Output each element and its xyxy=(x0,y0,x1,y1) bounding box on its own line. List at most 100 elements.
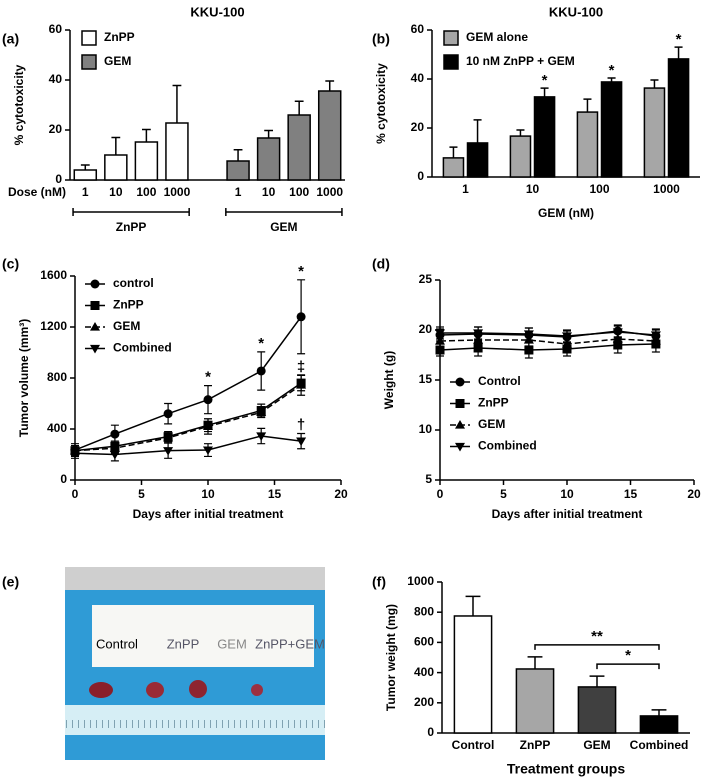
y-tick-label: 0 xyxy=(60,472,67,486)
x-tick-label: 20 xyxy=(334,487,348,501)
bar xyxy=(226,160,250,181)
error-bar xyxy=(325,80,335,91)
marker xyxy=(256,432,267,441)
bar xyxy=(165,122,189,181)
marker xyxy=(90,344,100,354)
legend-label: ZnPP xyxy=(113,298,144,312)
marker xyxy=(435,345,445,355)
y-tick-label: 25 xyxy=(419,272,433,286)
x-tick-label: 1000 xyxy=(653,182,680,196)
series-line xyxy=(74,384,302,452)
marker xyxy=(562,339,572,348)
legend-swatch xyxy=(81,54,97,70)
bar xyxy=(533,96,556,178)
marker xyxy=(90,279,100,289)
marker xyxy=(70,449,80,459)
significance-bracket xyxy=(596,663,660,670)
y-tick-label: 0 xyxy=(427,725,434,739)
bar xyxy=(104,154,128,181)
bar xyxy=(287,114,311,181)
annotation: * xyxy=(609,62,615,79)
x-tick-label: GEM xyxy=(583,738,610,752)
annotation: * xyxy=(258,335,264,352)
marker xyxy=(455,377,465,387)
marker xyxy=(256,407,267,417)
x-tick-label: 10 xyxy=(560,487,574,501)
marker xyxy=(473,343,483,353)
error-bar xyxy=(449,146,458,158)
x-axis-label: Treatment groups xyxy=(507,761,625,777)
photo-label: GEM xyxy=(217,636,247,651)
bar xyxy=(643,87,666,178)
marker xyxy=(562,332,572,341)
group-bracket xyxy=(72,208,190,216)
series-line xyxy=(439,343,656,351)
bar xyxy=(317,90,342,181)
x-tick-label: 10 xyxy=(201,487,215,501)
y-tick-label: 1000 xyxy=(407,574,434,588)
error-bar xyxy=(583,98,592,113)
error-bar xyxy=(465,595,481,616)
y-axis-label: % cytotoxicity xyxy=(374,63,388,144)
x-tick-label: 5 xyxy=(138,487,145,501)
marker xyxy=(203,421,213,431)
label-card xyxy=(92,605,314,667)
y-axis-label: % cytotoxicity xyxy=(12,64,26,145)
x-tick-label: 15 xyxy=(624,487,638,501)
photo-label: Control xyxy=(96,636,138,651)
y-tick-label: 20 xyxy=(411,120,425,134)
error-bar xyxy=(294,100,304,115)
annotation: * xyxy=(676,31,682,48)
y-tick-label: 1600 xyxy=(40,268,67,282)
y-tick-label: 200 xyxy=(414,695,434,709)
annotation: * xyxy=(205,369,211,386)
error-bar xyxy=(141,128,151,142)
bar xyxy=(515,668,555,734)
x-tick-label: 10 xyxy=(262,185,276,199)
marker xyxy=(90,322,100,331)
x-tick-label: 1000 xyxy=(164,185,191,199)
legend-label: Combined xyxy=(113,341,172,355)
bar xyxy=(453,615,493,734)
bar xyxy=(509,135,532,178)
marker xyxy=(163,409,173,419)
y-tick-label: 400 xyxy=(47,421,67,435)
panel-label: (b) xyxy=(372,31,390,47)
legend-label: Control xyxy=(478,374,521,388)
legend-label: 10 nM ZnPP + GEM xyxy=(466,54,575,68)
error-bar xyxy=(80,164,90,170)
group-label: GEM xyxy=(270,220,297,234)
panel-label: (f) xyxy=(372,574,386,590)
marker xyxy=(650,331,661,340)
marker xyxy=(296,380,307,389)
y-tick-label: 1200 xyxy=(40,319,67,333)
series-line xyxy=(74,382,302,452)
annotation: * xyxy=(298,263,304,280)
x-tick-label: 10 xyxy=(526,182,540,196)
error-bar xyxy=(516,129,525,137)
chart-title: KKU-100 xyxy=(549,4,603,19)
marker xyxy=(296,437,307,447)
error-bar xyxy=(589,675,605,687)
photo-label: ZnPP xyxy=(167,636,200,651)
bar xyxy=(134,141,159,181)
marker xyxy=(163,447,174,456)
marker xyxy=(109,450,120,460)
annotation: † xyxy=(297,416,305,433)
x-tick-label: 1000 xyxy=(316,185,343,199)
significance-label: * xyxy=(625,647,631,664)
y-axis-label: Tumor weight (mg) xyxy=(384,604,398,711)
marker xyxy=(455,399,465,408)
x-tick-label: 100 xyxy=(289,185,309,199)
panel-label: (a) xyxy=(2,31,19,47)
legend-swatch xyxy=(81,30,97,46)
error-bar xyxy=(111,136,121,155)
marker xyxy=(524,345,534,355)
series-line xyxy=(74,316,302,451)
x-tick-label: 20 xyxy=(687,487,701,501)
y-tick-label: 600 xyxy=(414,635,434,649)
marker xyxy=(90,301,100,310)
y-tick-label: 20 xyxy=(49,122,63,136)
significance-label: ** xyxy=(591,628,603,645)
